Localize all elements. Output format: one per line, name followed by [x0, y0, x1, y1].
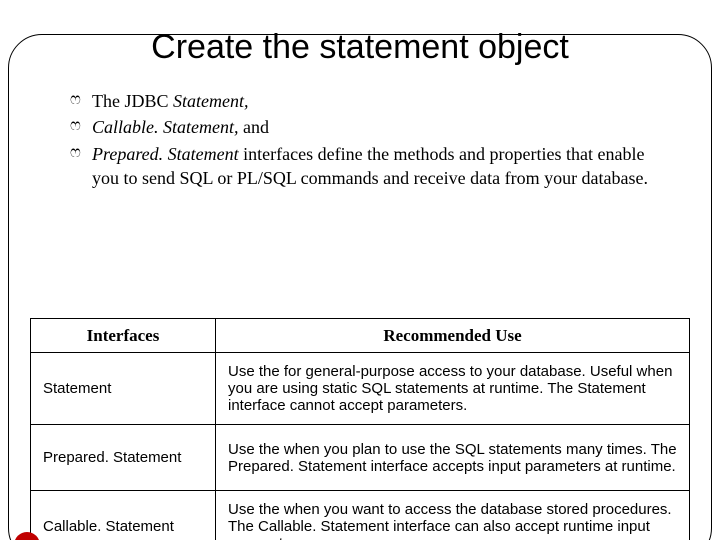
bullet-icon: ෆ — [70, 115, 92, 139]
bullet-icon: ෆ — [70, 142, 92, 191]
bullet-suffix: and — [243, 117, 269, 137]
table-header-row: Interfaces Recommended Use — [31, 319, 690, 353]
table-cell-interface: Callable. Statement — [31, 491, 216, 540]
table-cell-interface: Prepared. Statement — [31, 425, 216, 491]
interfaces-table: Interfaces Recommended Use Statement Use… — [30, 318, 690, 540]
table-header-recommended-use: Recommended Use — [216, 319, 690, 353]
table-row: Callable. Statement Use the when you wan… — [31, 491, 690, 540]
table-cell-use: Use the when you want to access the data… — [216, 491, 690, 540]
table-row: Prepared. Statement Use the when you pla… — [31, 425, 690, 491]
table-cell-interface: Statement — [31, 353, 216, 425]
slide: Create the statement object ෆ The JDBC S… — [0, 28, 720, 540]
table-cell-use: Use the when you plan to use the SQL sta… — [216, 425, 690, 491]
bullet-icon: ෆ — [70, 89, 92, 113]
bullet-item: ෆ Prepared. Statement interfaces define … — [70, 142, 670, 191]
bullet-italic: Prepared. Statement — [92, 144, 243, 164]
bullet-italic: Callable. Statement, — [92, 117, 243, 137]
interfaces-table-wrap: Interfaces Recommended Use Statement Use… — [30, 318, 690, 540]
bullet-item: ෆ The JDBC Statement, — [70, 89, 670, 113]
bullet-list: ෆ The JDBC Statement, ෆ Callable. Statem… — [70, 89, 670, 190]
bullet-text: The JDBC Statement, — [92, 89, 670, 113]
bullet-text: Callable. Statement, and — [92, 115, 670, 139]
bullet-italic: Statement, — [173, 91, 248, 111]
table-cell-use: Use the for general-purpose access to yo… — [216, 353, 690, 425]
bullet-prefix: The JDBC — [92, 91, 173, 111]
bullet-item: ෆ Callable. Statement, and — [70, 115, 670, 139]
table-row: Statement Use the for general-purpose ac… — [31, 353, 690, 425]
slide-title: Create the statement object — [0, 28, 720, 67]
bullet-text: Prepared. Statement interfaces define th… — [92, 142, 670, 191]
table-header-interfaces: Interfaces — [31, 319, 216, 353]
